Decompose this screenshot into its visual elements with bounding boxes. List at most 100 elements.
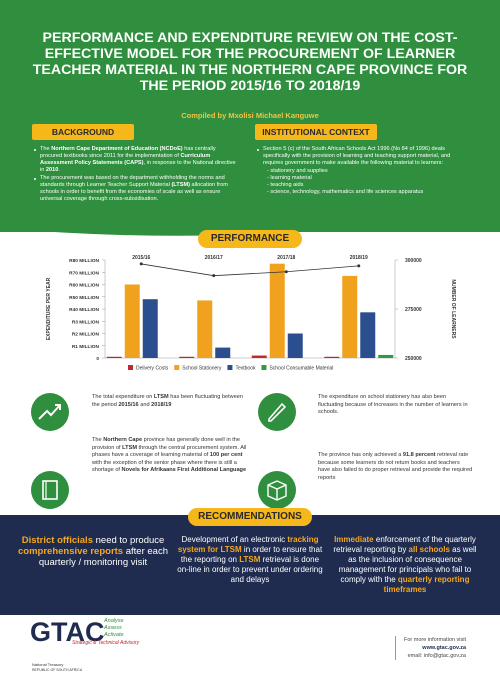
legend-label: Delivery Costs bbox=[136, 366, 169, 372]
text-run: with the exception of the senior phase w… bbox=[92, 459, 237, 474]
section-heading: PERFORMANCE bbox=[198, 230, 302, 248]
subtitle: Compiled by Mxolisi Michael Kanguwe bbox=[181, 111, 319, 120]
context-list-item: - science, technology, mathematics and l… bbox=[267, 189, 424, 195]
text-run: Development of an electronic bbox=[181, 535, 288, 544]
y-tick-label: R80 MILLION bbox=[69, 258, 99, 264]
bar bbox=[215, 347, 231, 358]
text-run: 2010 bbox=[45, 167, 59, 173]
icon-pencil bbox=[258, 393, 296, 431]
text-run: as well as the inclusion of consequence … bbox=[338, 545, 477, 584]
y-tick-label: 0 bbox=[96, 356, 99, 362]
text-run: Novels for Afrikaans First Additional La… bbox=[121, 467, 247, 474]
background-item: The Northern Cape Department of Educatio… bbox=[34, 146, 239, 174]
context-list-item: - teaching aids bbox=[267, 182, 304, 188]
text-run: 100 per cent bbox=[209, 452, 243, 459]
legend-swatch bbox=[128, 365, 133, 370]
x-tick-label: 2017/18 bbox=[277, 255, 295, 261]
x-tick-label: 2015/16 bbox=[132, 255, 150, 261]
background-item: The procurement was based on the departm… bbox=[34, 175, 239, 203]
header-curve bbox=[0, 200, 500, 236]
tagline-item: Assess bbox=[104, 625, 122, 631]
tagline-item: Activate bbox=[104, 632, 124, 638]
y-tick-label: R70 MILLION bbox=[69, 270, 99, 276]
text-run: after each quarterly / monitoring visit bbox=[38, 546, 168, 568]
recommendation: Development of an electronic tracking sy… bbox=[175, 535, 325, 585]
text-run: (LTSM) bbox=[171, 182, 190, 188]
y2-axis-title: NUMBER OF LEARNERS bbox=[450, 279, 456, 339]
text-run: retrieval is done on-line in order to pr… bbox=[177, 555, 323, 584]
bar bbox=[197, 300, 213, 358]
y-axis-title: EXPENDITURE PER YEAR bbox=[46, 277, 52, 340]
text-run: has centrally procured textbooks since 2… bbox=[40, 146, 216, 159]
finding: The Northern Cape province has generally… bbox=[92, 437, 247, 475]
text-run: through the central procurement system. … bbox=[92, 444, 247, 459]
recommendation: District officials need to produce compr… bbox=[18, 535, 168, 568]
section-heading: BACKGROUND bbox=[32, 124, 134, 140]
y-tick-label: R50 MILLION bbox=[69, 295, 99, 301]
republic: REPUBLIC OF SOUTH AFRICA bbox=[32, 668, 83, 672]
legend-swatch bbox=[174, 365, 180, 370]
y-tick-label: R3 MILLION bbox=[72, 319, 100, 325]
advisory: Strategic & Technical Advisory bbox=[72, 640, 140, 646]
legend-swatch bbox=[261, 365, 267, 370]
bar bbox=[142, 299, 158, 358]
y2-tick-label: 275000 bbox=[405, 307, 422, 313]
bar bbox=[287, 333, 303, 358]
background-text: The Northern Cape Department of Educatio… bbox=[34, 146, 239, 204]
y2-tick-label: 300000 bbox=[405, 258, 422, 264]
context-list: - stationery and supplies - learning mate… bbox=[257, 168, 467, 196]
bar bbox=[360, 312, 376, 358]
text-run: allocation from schools in order to bene… bbox=[40, 182, 228, 202]
context-list-item: - learning material bbox=[267, 175, 312, 181]
text-run: Northern Cape bbox=[103, 437, 143, 443]
text-run: LTSM bbox=[239, 555, 261, 564]
tagline-item: Analyse bbox=[104, 618, 124, 624]
section-heading: RECOMMENDATIONS bbox=[188, 508, 312, 526]
bar bbox=[179, 356, 195, 358]
x-tick-label: 2016/17 bbox=[205, 255, 223, 261]
text-run: comprehensive reports bbox=[18, 546, 124, 557]
y-tick-label: R2 MILLION bbox=[72, 332, 100, 338]
text-run: , in response to the National directive … bbox=[40, 160, 236, 173]
text-run: need to produce bbox=[92, 535, 165, 546]
context-intro: Section 5 (c) of the South African Schoo… bbox=[257, 146, 467, 167]
bar bbox=[324, 356, 340, 358]
text-run: District officials bbox=[21, 535, 93, 546]
point bbox=[212, 274, 216, 278]
text-run: The procurement was based on the departm… bbox=[40, 175, 225, 188]
website: www.gtac.gov.za bbox=[422, 645, 466, 651]
finding: The expenditure on school stationery has… bbox=[318, 394, 473, 417]
text-run: province has generally done well in the … bbox=[92, 437, 241, 451]
header-band bbox=[0, 0, 500, 232]
icon-box bbox=[258, 471, 296, 509]
text-run: 91.8 percent bbox=[402, 452, 436, 458]
point bbox=[139, 262, 143, 266]
title: PERFORMANCE AND EXPENDITURE REVIEW ON TH… bbox=[32, 30, 468, 94]
text-run: The province has only achieved a bbox=[318, 452, 403, 458]
text-run: enforcement of the quarterly retrieval r… bbox=[333, 535, 476, 554]
y-tick-label: R40 MILLION bbox=[69, 307, 99, 313]
text-run: 2015/16 bbox=[118, 401, 139, 408]
legend-label: School Consumable Material bbox=[269, 366, 333, 372]
finding: The province has only achieved a 91.8 pe… bbox=[318, 452, 473, 482]
bar bbox=[124, 284, 140, 358]
context-list-item: - stationery and supplies bbox=[267, 168, 328, 174]
info: For more information visit bbox=[403, 637, 466, 643]
text-run: The total expenditure on bbox=[92, 394, 154, 400]
text-run: . bbox=[58, 167, 60, 173]
legend-label: School Stationery bbox=[182, 366, 222, 372]
text-run: quarterly reporting timeframes bbox=[383, 575, 470, 594]
context-text: Section 5 (c) of the South African Schoo… bbox=[257, 146, 467, 196]
treasury: National Treasury bbox=[32, 662, 64, 667]
legend-swatch bbox=[227, 365, 233, 370]
icon-trend bbox=[31, 393, 69, 431]
point bbox=[357, 264, 361, 268]
text-run: tracking system for LTSM bbox=[177, 535, 319, 554]
text-run: and bbox=[138, 401, 152, 408]
text-run: Curriculum Assessment Policy Statements … bbox=[40, 153, 211, 166]
text-run: LTSM bbox=[153, 394, 169, 400]
email: email: info@gtac.gov.za bbox=[407, 653, 466, 659]
y-tick-label: R1 MILLION bbox=[72, 344, 100, 350]
text-run: retrieval rate because some learners do … bbox=[318, 452, 473, 481]
text-run: all schools bbox=[408, 545, 450, 554]
